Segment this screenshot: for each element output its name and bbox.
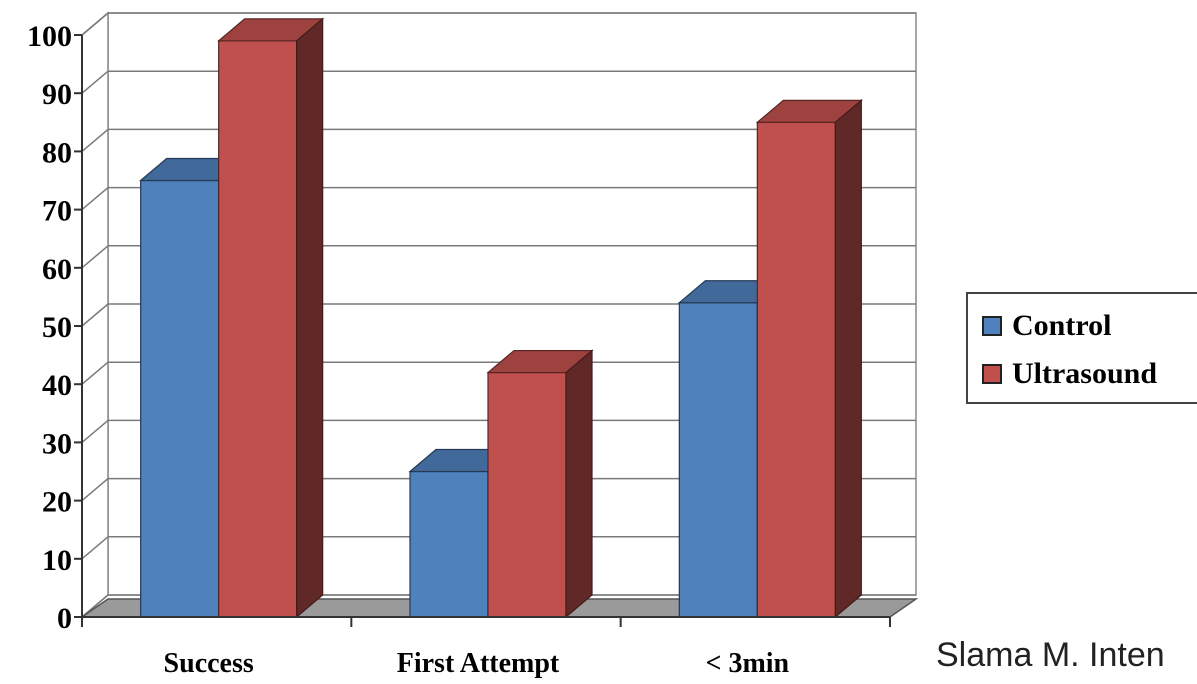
y-tick-label: 0: [57, 602, 72, 635]
legend-swatch-control: [982, 316, 1002, 336]
y-tick-label: 40: [42, 369, 72, 402]
x-axis: Success First Attempt < 3min: [81, 616, 891, 679]
gridline-side: [81, 303, 109, 327]
gridline-side: [81, 70, 109, 94]
x-category-label: First Attempt: [397, 648, 560, 679]
bar-ultrasound-0: [217, 17, 325, 619]
legend-item-ultrasound: Ultrasound: [982, 354, 1157, 394]
gridline-side: [81, 361, 109, 385]
gridline-side: [81, 187, 109, 211]
bar-ultrasound-2: [755, 99, 863, 619]
gridline-side: [81, 12, 109, 36]
gridline-side: [81, 478, 109, 502]
bar-ultrasound-1: [486, 349, 594, 619]
gridline-side: [81, 245, 109, 269]
legend: Control Ultrasound: [966, 292, 1197, 404]
y-tick-label: 10: [42, 544, 72, 577]
y-tick-label: 90: [42, 78, 72, 111]
y-axis: 0 10 20 30 40 50 60 70 80 90 100: [27, 20, 83, 635]
gridline-side: [81, 419, 109, 443]
y-tick-label: 20: [42, 486, 72, 519]
y-tick-label: 80: [42, 136, 72, 169]
legend-swatch-ultrasound: [982, 364, 1002, 384]
citation-text: Slama M. Inten: [936, 636, 1165, 674]
y-tick-label: 60: [42, 253, 72, 286]
y-tick-label: 70: [42, 195, 72, 228]
legend-item-control: Control: [982, 306, 1111, 346]
legend-label-ultrasound: Ultrasound: [1012, 357, 1158, 390]
x-category-label: Success: [164, 648, 254, 679]
legend-label-control: Control: [1012, 309, 1112, 342]
y-tick-label: 50: [42, 311, 72, 344]
y-tick-label: 100: [27, 20, 72, 53]
gridline-side: [81, 128, 109, 152]
y-tick-label: 30: [42, 427, 72, 460]
gridline-side: [81, 536, 109, 560]
x-category-label: < 3min: [706, 648, 790, 679]
